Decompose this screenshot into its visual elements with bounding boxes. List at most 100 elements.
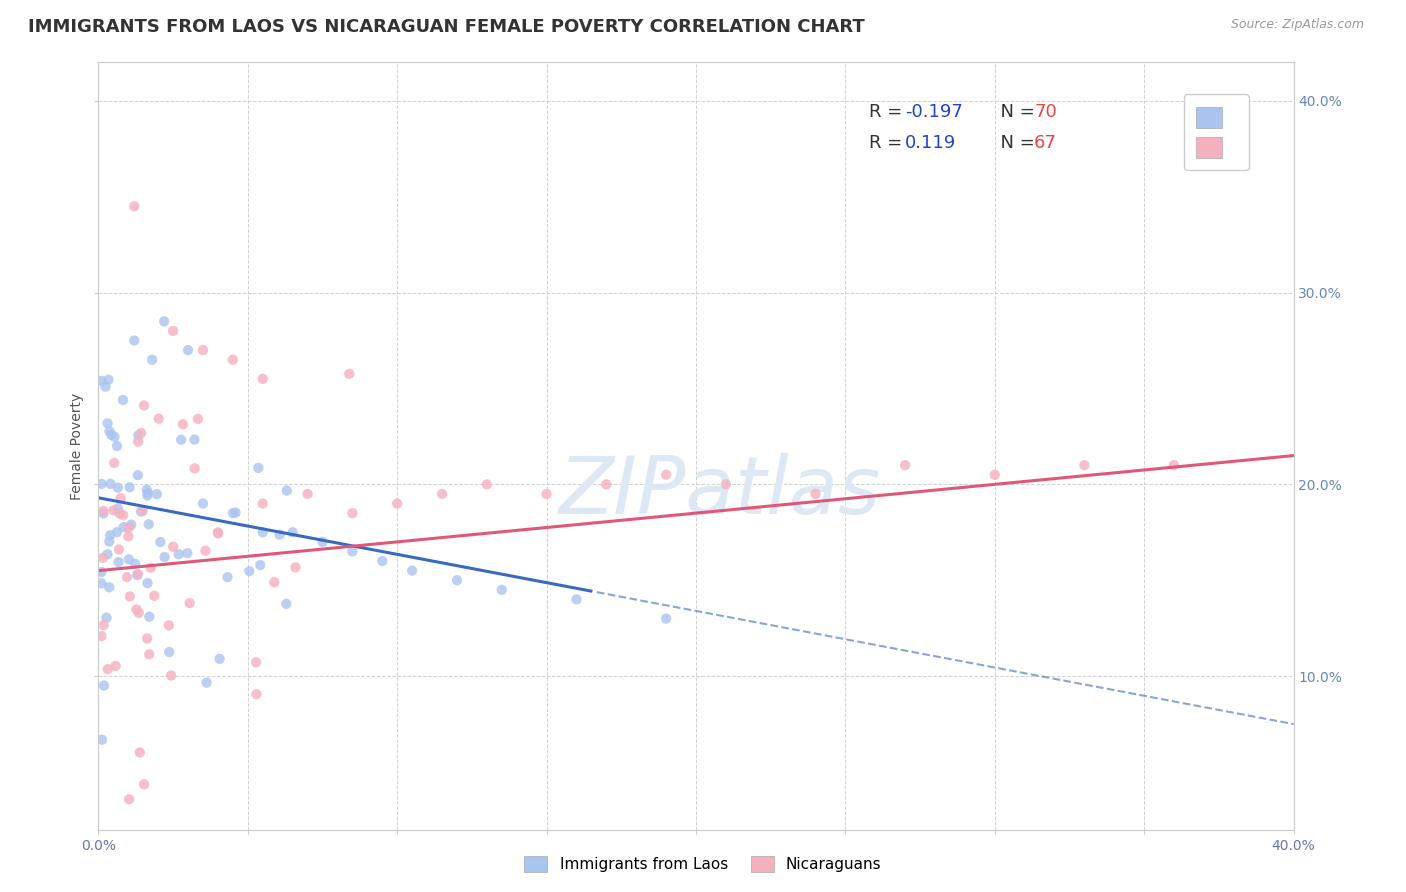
Point [183, 461, 205, 475]
Point [714, 477, 737, 491]
Point [124, 334, 146, 348]
Point [247, 461, 270, 475]
Point [401, 564, 423, 578]
Text: ZIPatlas: ZIPatlas [558, 453, 882, 531]
Point [100, 476, 122, 491]
Point [103, 503, 125, 517]
Point [90, 629, 112, 643]
Point [276, 483, 298, 498]
Point [187, 412, 209, 426]
Point [127, 567, 149, 582]
Point [195, 675, 218, 690]
Point [371, 554, 394, 568]
Point [249, 558, 271, 573]
Point [160, 668, 183, 682]
Point [103, 456, 125, 470]
Point [98, 580, 121, 594]
Point [263, 575, 285, 590]
Point [276, 597, 298, 611]
Point [430, 487, 453, 501]
Point [135, 483, 157, 497]
Legend: Immigrants from Laos, Nicaraguans: Immigrants from Laos, Nicaraguans [517, 848, 889, 880]
Point [281, 525, 304, 540]
Point [91, 550, 114, 565]
Text: -0.197: -0.197 [905, 103, 963, 121]
Point [1073, 458, 1095, 473]
Point [284, 560, 307, 574]
Point [177, 343, 200, 358]
Point [146, 487, 169, 501]
Point [94, 380, 117, 394]
Point [117, 529, 139, 543]
Point [118, 590, 141, 604]
Point [595, 477, 617, 491]
Point [342, 506, 364, 520]
Point [191, 343, 214, 358]
Text: R =: R = [869, 134, 914, 152]
Point [127, 468, 149, 483]
Point [125, 602, 148, 616]
Text: N =: N = [988, 103, 1040, 121]
Point [93, 618, 115, 632]
Point [107, 481, 129, 495]
Point [475, 477, 498, 491]
Point [115, 570, 138, 584]
Point [207, 526, 229, 541]
Point [148, 411, 170, 425]
Point [97, 662, 120, 676]
Text: Source: ZipAtlas.com: Source: ZipAtlas.com [1230, 18, 1364, 31]
Point [96, 547, 118, 561]
Point [128, 746, 150, 760]
Point [138, 517, 160, 532]
Point [98, 534, 121, 549]
Point [157, 618, 180, 632]
Point [127, 568, 149, 582]
Point [176, 546, 198, 560]
Point [128, 606, 150, 620]
Point [90, 477, 112, 491]
Point [191, 496, 214, 510]
Point [655, 467, 678, 482]
Text: 67: 67 [1035, 134, 1057, 152]
Point [446, 574, 468, 588]
Point [127, 434, 149, 449]
Point [183, 433, 205, 447]
Point [93, 507, 115, 521]
Point [136, 486, 159, 500]
Point [90, 374, 112, 388]
Point [245, 687, 267, 701]
Point [138, 609, 160, 624]
Point [97, 373, 120, 387]
Point [124, 557, 146, 571]
Point [297, 487, 319, 501]
Point [107, 555, 129, 569]
Point [98, 528, 121, 542]
Text: R =: R = [869, 103, 908, 121]
Point [100, 427, 122, 442]
Text: IMMIGRANTS FROM LAOS VS NICARAGUAN FEMALE POVERTY CORRELATION CHART: IMMIGRANTS FROM LAOS VS NICARAGUAN FEMAL… [28, 18, 865, 36]
Point [655, 612, 678, 626]
Text: 70: 70 [1035, 103, 1057, 121]
Point [894, 458, 917, 473]
Point [252, 372, 274, 386]
Point [108, 542, 131, 557]
Point [207, 525, 229, 540]
Point [238, 564, 260, 578]
Point [91, 504, 114, 518]
Text: N =: N = [988, 134, 1040, 152]
Point [129, 425, 152, 440]
Point [179, 596, 201, 610]
Point [110, 491, 132, 505]
Point [96, 610, 118, 624]
Point [136, 632, 159, 646]
Point [162, 324, 184, 338]
Point [107, 501, 129, 516]
Point [162, 540, 184, 554]
Point [112, 508, 135, 523]
Point [108, 507, 131, 521]
Point [138, 647, 160, 661]
Point [536, 487, 558, 501]
Point [153, 549, 176, 564]
Point [124, 199, 146, 213]
Point [217, 570, 239, 584]
